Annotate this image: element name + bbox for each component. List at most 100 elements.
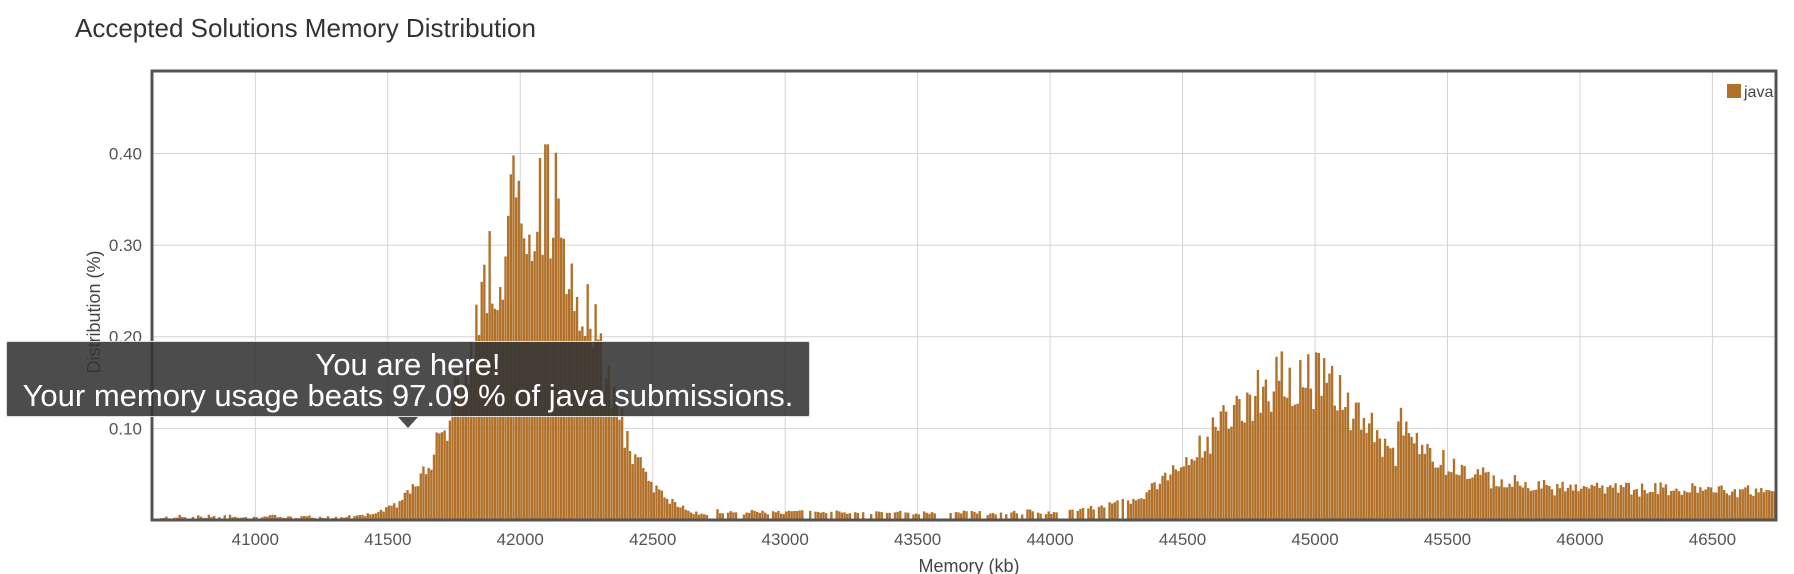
histogram-bar <box>1603 493 1607 520</box>
histogram-bar <box>742 514 746 520</box>
histogram-bar <box>369 514 372 520</box>
histogram-bar <box>1455 474 1458 520</box>
histogram-bar <box>801 510 804 520</box>
histogram-bar <box>165 516 168 520</box>
histogram-bar <box>1646 493 1649 520</box>
histogram-bar <box>1696 492 1699 520</box>
histogram-bar <box>1169 474 1172 520</box>
histogram-bar <box>779 513 783 520</box>
histogram-bar <box>835 510 838 520</box>
histogram-bar <box>1254 395 1257 520</box>
histogram-bar <box>199 516 203 520</box>
histogram-bar <box>655 485 658 520</box>
histogram-bar <box>430 469 433 520</box>
histogram-bar <box>1720 485 1723 520</box>
histogram-bar <box>1190 458 1193 520</box>
histogram-bar <box>1638 496 1641 520</box>
histogram-bar <box>893 512 897 520</box>
histogram-bar <box>663 497 666 520</box>
histogram-bar <box>1730 491 1734 520</box>
histogram-bar <box>843 512 846 520</box>
histogram-bar <box>443 430 446 520</box>
histogram-bar <box>1654 483 1657 520</box>
histogram-bar <box>753 510 756 520</box>
histogram-bar <box>1503 487 1506 520</box>
histogram-bar <box>1434 467 1437 520</box>
histogram-bar <box>1473 474 1477 520</box>
legend-label-java[interactable]: java <box>1743 84 1773 101</box>
histogram-bar <box>732 512 735 520</box>
histogram-bar <box>975 513 979 520</box>
histogram-bar <box>793 510 796 520</box>
histogram-bar <box>1693 485 1697 520</box>
x-tick-label: 42000 <box>497 530 544 549</box>
histogram-bar <box>1129 503 1132 520</box>
histogram-bar <box>1330 365 1334 520</box>
histogram-bar <box>411 484 415 520</box>
histogram-bar <box>1055 512 1058 520</box>
histogram-bar <box>1471 477 1474 520</box>
histogram-bar <box>703 514 706 520</box>
histogram-bar <box>308 515 311 520</box>
histogram-bar <box>809 510 812 520</box>
histogram-bar <box>1606 487 1609 520</box>
histogram-bar <box>1534 489 1538 520</box>
legend[interactable]: java <box>1725 82 1773 101</box>
histogram-bar <box>1436 467 1440 520</box>
histogram-bar <box>191 516 195 520</box>
histogram-bar <box>830 511 833 520</box>
histogram-bar <box>438 433 441 520</box>
histogram-bar <box>991 512 995 520</box>
histogram-bar <box>1378 438 1381 520</box>
histogram-bar <box>1103 507 1106 520</box>
histogram-bar <box>734 512 738 520</box>
histogram-bar <box>265 516 269 520</box>
histogram-bar <box>374 513 377 520</box>
histogram-bar <box>620 408 624 520</box>
histogram-bar <box>650 481 653 520</box>
histogram-bar <box>880 512 883 520</box>
histogram-bar <box>1161 475 1164 520</box>
histogram-bar <box>1741 489 1744 520</box>
histogram-bar <box>612 386 616 520</box>
histogram-bar <box>1561 481 1564 520</box>
legend-swatch-java[interactable] <box>1725 82 1743 100</box>
histogram-bar <box>223 515 226 520</box>
histogram-bar <box>660 490 664 520</box>
histogram-bar <box>631 464 634 520</box>
histogram-bar <box>538 158 542 520</box>
histogram-bar <box>628 450 632 520</box>
histogram-bar <box>451 396 454 520</box>
histogram-bar <box>1251 420 1254 520</box>
histogram-bar <box>933 513 936 520</box>
histogram-bar <box>1262 386 1265 520</box>
histogram-bar <box>1688 492 1691 520</box>
histogram-bar <box>1132 498 1135 520</box>
histogram-bar <box>697 514 701 520</box>
histogram-bar <box>382 511 385 520</box>
histogram-bar <box>1293 404 1297 520</box>
histogram-bar <box>1614 483 1617 520</box>
histogram-bar <box>602 392 605 520</box>
histogram-bar <box>819 512 822 520</box>
histogram-bar <box>1020 514 1024 520</box>
histogram-bar <box>907 512 910 520</box>
histogram-bar <box>1630 494 1633 520</box>
histogram-bar <box>271 514 274 520</box>
histogram-bar <box>642 468 645 520</box>
histogram-bar <box>1564 491 1567 520</box>
histogram-bar <box>1148 489 1151 520</box>
histogram-bar <box>427 467 430 520</box>
histogram-bar <box>1495 486 1498 520</box>
histogram-bar <box>912 514 915 520</box>
histogram-bar <box>716 509 719 520</box>
histogram-bar <box>684 509 687 520</box>
histogram-bar <box>1092 509 1095 520</box>
histogram-bar <box>1572 490 1575 520</box>
histogram-bar <box>960 513 963 520</box>
histogram-bar <box>1744 487 1747 520</box>
histogram-bar <box>591 347 595 520</box>
histogram-bar <box>1413 443 1416 520</box>
histogram-bar <box>1537 481 1540 520</box>
